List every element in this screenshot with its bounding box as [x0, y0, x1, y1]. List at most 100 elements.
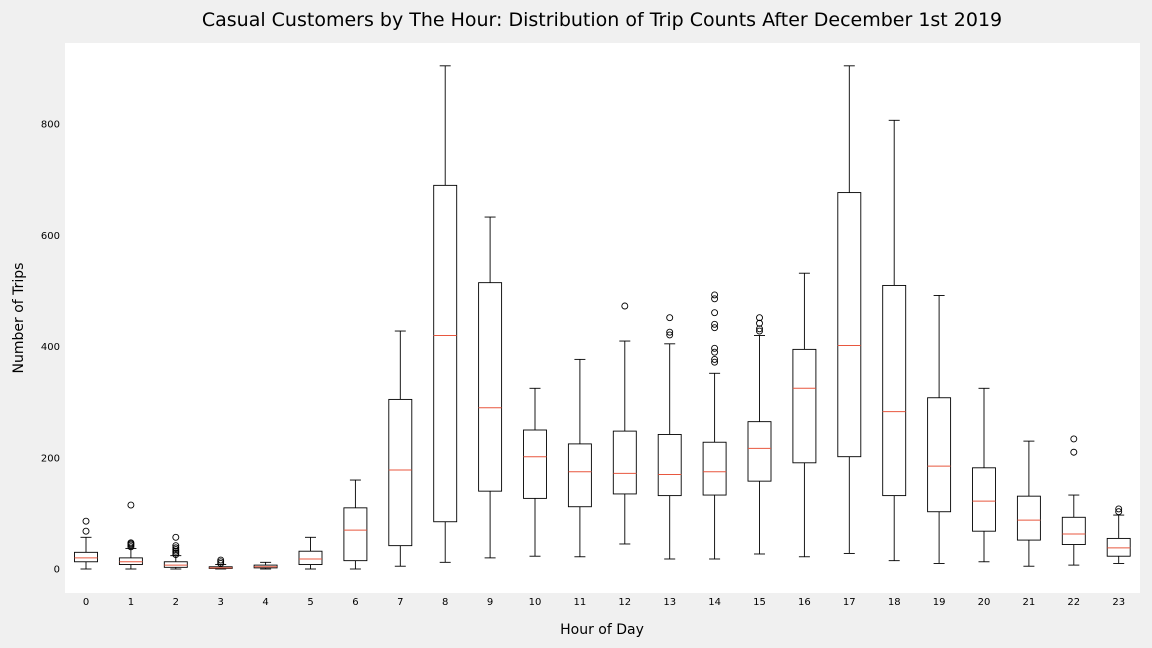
iqr-box: [657, 433, 682, 497]
outlier-point: [756, 314, 763, 322]
outlier-point: [82, 527, 90, 535]
box-hour-10: [523, 387, 547, 557]
outlier-point: [711, 320, 719, 328]
iqr-box: [747, 421, 772, 482]
box-hour-7: [388, 330, 413, 567]
iqr-box: [1016, 495, 1041, 541]
x-tick-label: 17: [843, 597, 856, 608]
outlier-point: [711, 355, 719, 363]
x-tick-label: 6: [352, 597, 358, 608]
box-hour-15: [747, 314, 772, 555]
iqr-box: [478, 282, 503, 492]
iqr-box: [792, 348, 817, 464]
iqr-box: [612, 430, 637, 495]
y-tick-label: 400: [41, 342, 60, 353]
x-tick-label: 15: [753, 597, 766, 608]
x-tick-label: 14: [708, 597, 721, 608]
x-tick-label: 21: [1023, 597, 1036, 608]
x-tick-label: 11: [574, 597, 587, 608]
box-hour-1: [118, 501, 143, 570]
box-hour-18: [882, 119, 907, 562]
x-tick-label: 5: [307, 597, 313, 608]
outlier-point: [172, 542, 180, 550]
box-hour-13: [657, 314, 682, 560]
iqr-box: [74, 551, 98, 563]
x-tick-label: 2: [173, 597, 179, 608]
outlier-point: [127, 539, 135, 547]
y-tick-label: 800: [41, 120, 60, 131]
outlier-point: [217, 556, 225, 564]
y-tick-label: 200: [41, 453, 60, 464]
box-hour-3: [208, 556, 233, 570]
box-hour-23: [1106, 505, 1131, 564]
box-hour-6: [343, 479, 368, 570]
box-hour-21: [1016, 440, 1041, 567]
box-hour-14: [702, 291, 727, 560]
x-axis-label: Hour of Day: [560, 622, 644, 638]
iqr-box: [433, 184, 458, 523]
y-axis-label: Number of Trips: [11, 263, 27, 374]
box-hour-22: [1061, 435, 1086, 566]
box-hour-20: [972, 387, 996, 563]
iqr-box: [972, 467, 996, 532]
outlier-point: [666, 331, 674, 339]
x-tick-label: 22: [1067, 597, 1080, 608]
outlier-point: [711, 324, 719, 332]
outlier-point: [711, 358, 719, 366]
iqr-box: [882, 284, 907, 497]
x-tick-label: 10: [529, 597, 542, 608]
outlier-point: [711, 348, 719, 356]
box-hour-4: [253, 561, 278, 570]
outlier-point: [711, 344, 719, 352]
y-tick-labels: 0 200 400 600 800: [41, 120, 60, 576]
outlier-point: [1115, 505, 1123, 513]
box-hour-9: [478, 216, 503, 559]
box-hour-11: [567, 358, 592, 558]
outlier-point: [666, 314, 674, 322]
x-tick-label: 3: [218, 597, 224, 608]
outlier-point: [82, 517, 90, 525]
iqr-box: [1106, 537, 1131, 557]
outlier-point: [711, 291, 719, 299]
x-tick-label: 18: [888, 597, 901, 608]
x-tick-label: 0: [83, 597, 89, 608]
box-hour-19: [927, 294, 952, 564]
chart-title: Casual Customers by The Hour: Distributi…: [202, 9, 1002, 31]
x-tick-label: 7: [397, 597, 403, 608]
outlier-point: [1070, 435, 1078, 443]
box-hour-8: [433, 65, 458, 563]
x-tick-label: 12: [618, 597, 631, 608]
iqr-box: [388, 398, 413, 547]
iqr-box: [118, 557, 143, 566]
iqr-box: [927, 397, 952, 513]
box-hour-17: [837, 65, 862, 554]
outlier-point: [711, 295, 719, 303]
x-tick-labels: 0 1 2 3 4 5 6 7 8 9 10 11 12 13 14 15 16 17 18 19 20 21 22 23: [83, 597, 1125, 608]
x-tick-label: 1: [128, 597, 134, 608]
box-hour-16: [792, 272, 817, 558]
y-tick-label: 0: [54, 565, 60, 576]
x-tick-label: 4: [262, 597, 268, 608]
x-tick-label: 9: [487, 597, 493, 608]
x-tick-label: 8: [442, 597, 448, 608]
x-tick-label: 16: [798, 597, 811, 608]
iqr-box: [343, 507, 368, 562]
iqr-box: [567, 443, 592, 508]
outlier-point: [172, 544, 180, 552]
x-tick-label: 19: [933, 597, 946, 608]
iqr-box: [837, 192, 862, 458]
outlier-point: [711, 309, 719, 317]
iqr-box: [1061, 516, 1086, 545]
box-hour-5: [298, 536, 323, 570]
box-hour-12: [612, 302, 637, 545]
outlier-point: [756, 327, 763, 335]
iqr-box: [523, 429, 547, 499]
iqr-box: [702, 441, 727, 496]
outlier-point: [1115, 508, 1123, 516]
boxes-layer: [74, 65, 1131, 570]
y-tick-label: 600: [41, 231, 60, 242]
outlier-point: [127, 501, 135, 509]
box-hour-2: [163, 533, 188, 570]
x-tick-label: 20: [978, 597, 991, 608]
